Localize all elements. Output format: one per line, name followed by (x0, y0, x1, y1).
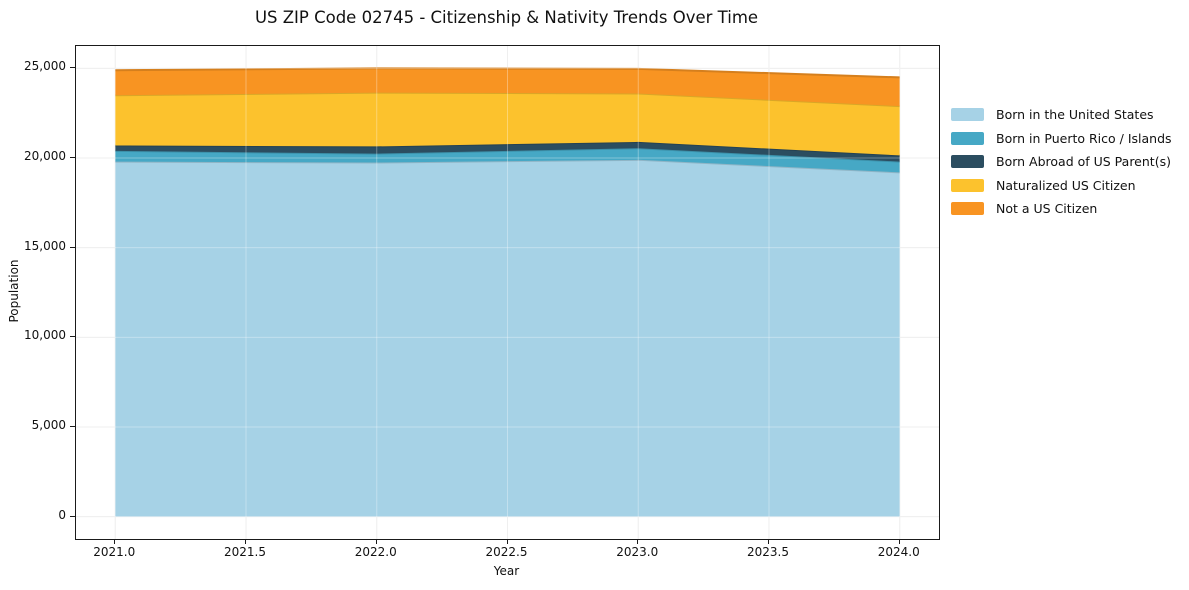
x-tick-label: 2021.0 (93, 545, 136, 559)
x-tick-label: 2022.5 (485, 545, 528, 559)
x-tick-mark (506, 539, 508, 544)
legend: Born in the United States Born in Puerto … (951, 103, 1189, 221)
y-axis-label: Population (7, 259, 21, 323)
x-tick-label: 2022.0 (354, 545, 397, 559)
y-tick-label: 10,000 (24, 328, 66, 343)
area-series-4 (115, 68, 900, 107)
y-tick-label: 20,000 (24, 149, 66, 164)
legend-label: Born in Puerto Rico / Islands (996, 130, 1172, 146)
y-tick-label: 15,000 (24, 238, 66, 253)
y-tick-label: 5,000 (31, 417, 66, 432)
y-tick-mark (70, 246, 75, 248)
area-series-3 (115, 92, 900, 156)
x-axis-label: Year (493, 564, 520, 578)
y-tick-label: 25,000 (24, 59, 66, 74)
legend-swatch-icon (951, 202, 984, 216)
legend-swatch-icon (951, 131, 984, 145)
stacked-area-chart (76, 46, 939, 539)
area-series-1 (115, 148, 900, 173)
area-edge-3 (115, 91, 900, 108)
legend-swatch-icon (951, 178, 984, 192)
legend-label: Not a US Citizen (996, 201, 1098, 217)
area-edge-4 (115, 67, 900, 79)
y-tick-mark (70, 515, 75, 517)
x-tick-mark (375, 539, 377, 544)
x-tick-label: 2021.5 (223, 545, 266, 559)
x-tick-mark (637, 539, 639, 544)
y-tick-mark (70, 336, 75, 338)
y-tick-mark (70, 425, 75, 427)
x-tick-mark (244, 539, 246, 544)
x-tick-mark (114, 539, 116, 544)
legend-label: Naturalized US Citizen (996, 177, 1136, 193)
area-series-0 (115, 159, 900, 517)
y-tick-mark (70, 67, 75, 69)
plot-area (75, 45, 940, 540)
legend-label: Born Abroad of US Parent(s) (996, 154, 1171, 170)
y-tick-label: 0 (58, 507, 66, 522)
x-tick-mark (898, 539, 900, 544)
x-tick-label: 2023.0 (616, 545, 659, 559)
legend-item: Born in Puerto Rico / Islands (951, 127, 1189, 151)
x-tick-mark (768, 539, 769, 544)
legend-item: Not a US Citizen (951, 197, 1189, 221)
legend-item: Born in the United States (951, 103, 1189, 127)
x-tick-label: 2024.0 (877, 545, 920, 559)
legend-swatch-icon (951, 155, 984, 169)
chart-title: US ZIP Code 02745 - Citizenship & Nativi… (254, 8, 759, 27)
legend-label: Born in the United States (996, 107, 1154, 123)
y-tick-mark (70, 157, 75, 159)
legend-swatch-icon (951, 108, 984, 122)
area-edge-1 (115, 147, 900, 163)
x-tick-label: 2023.5 (747, 545, 789, 559)
legend-item: Born Abroad of US Parent(s) (951, 150, 1189, 174)
legend-item: Naturalized US Citizen (951, 174, 1189, 198)
